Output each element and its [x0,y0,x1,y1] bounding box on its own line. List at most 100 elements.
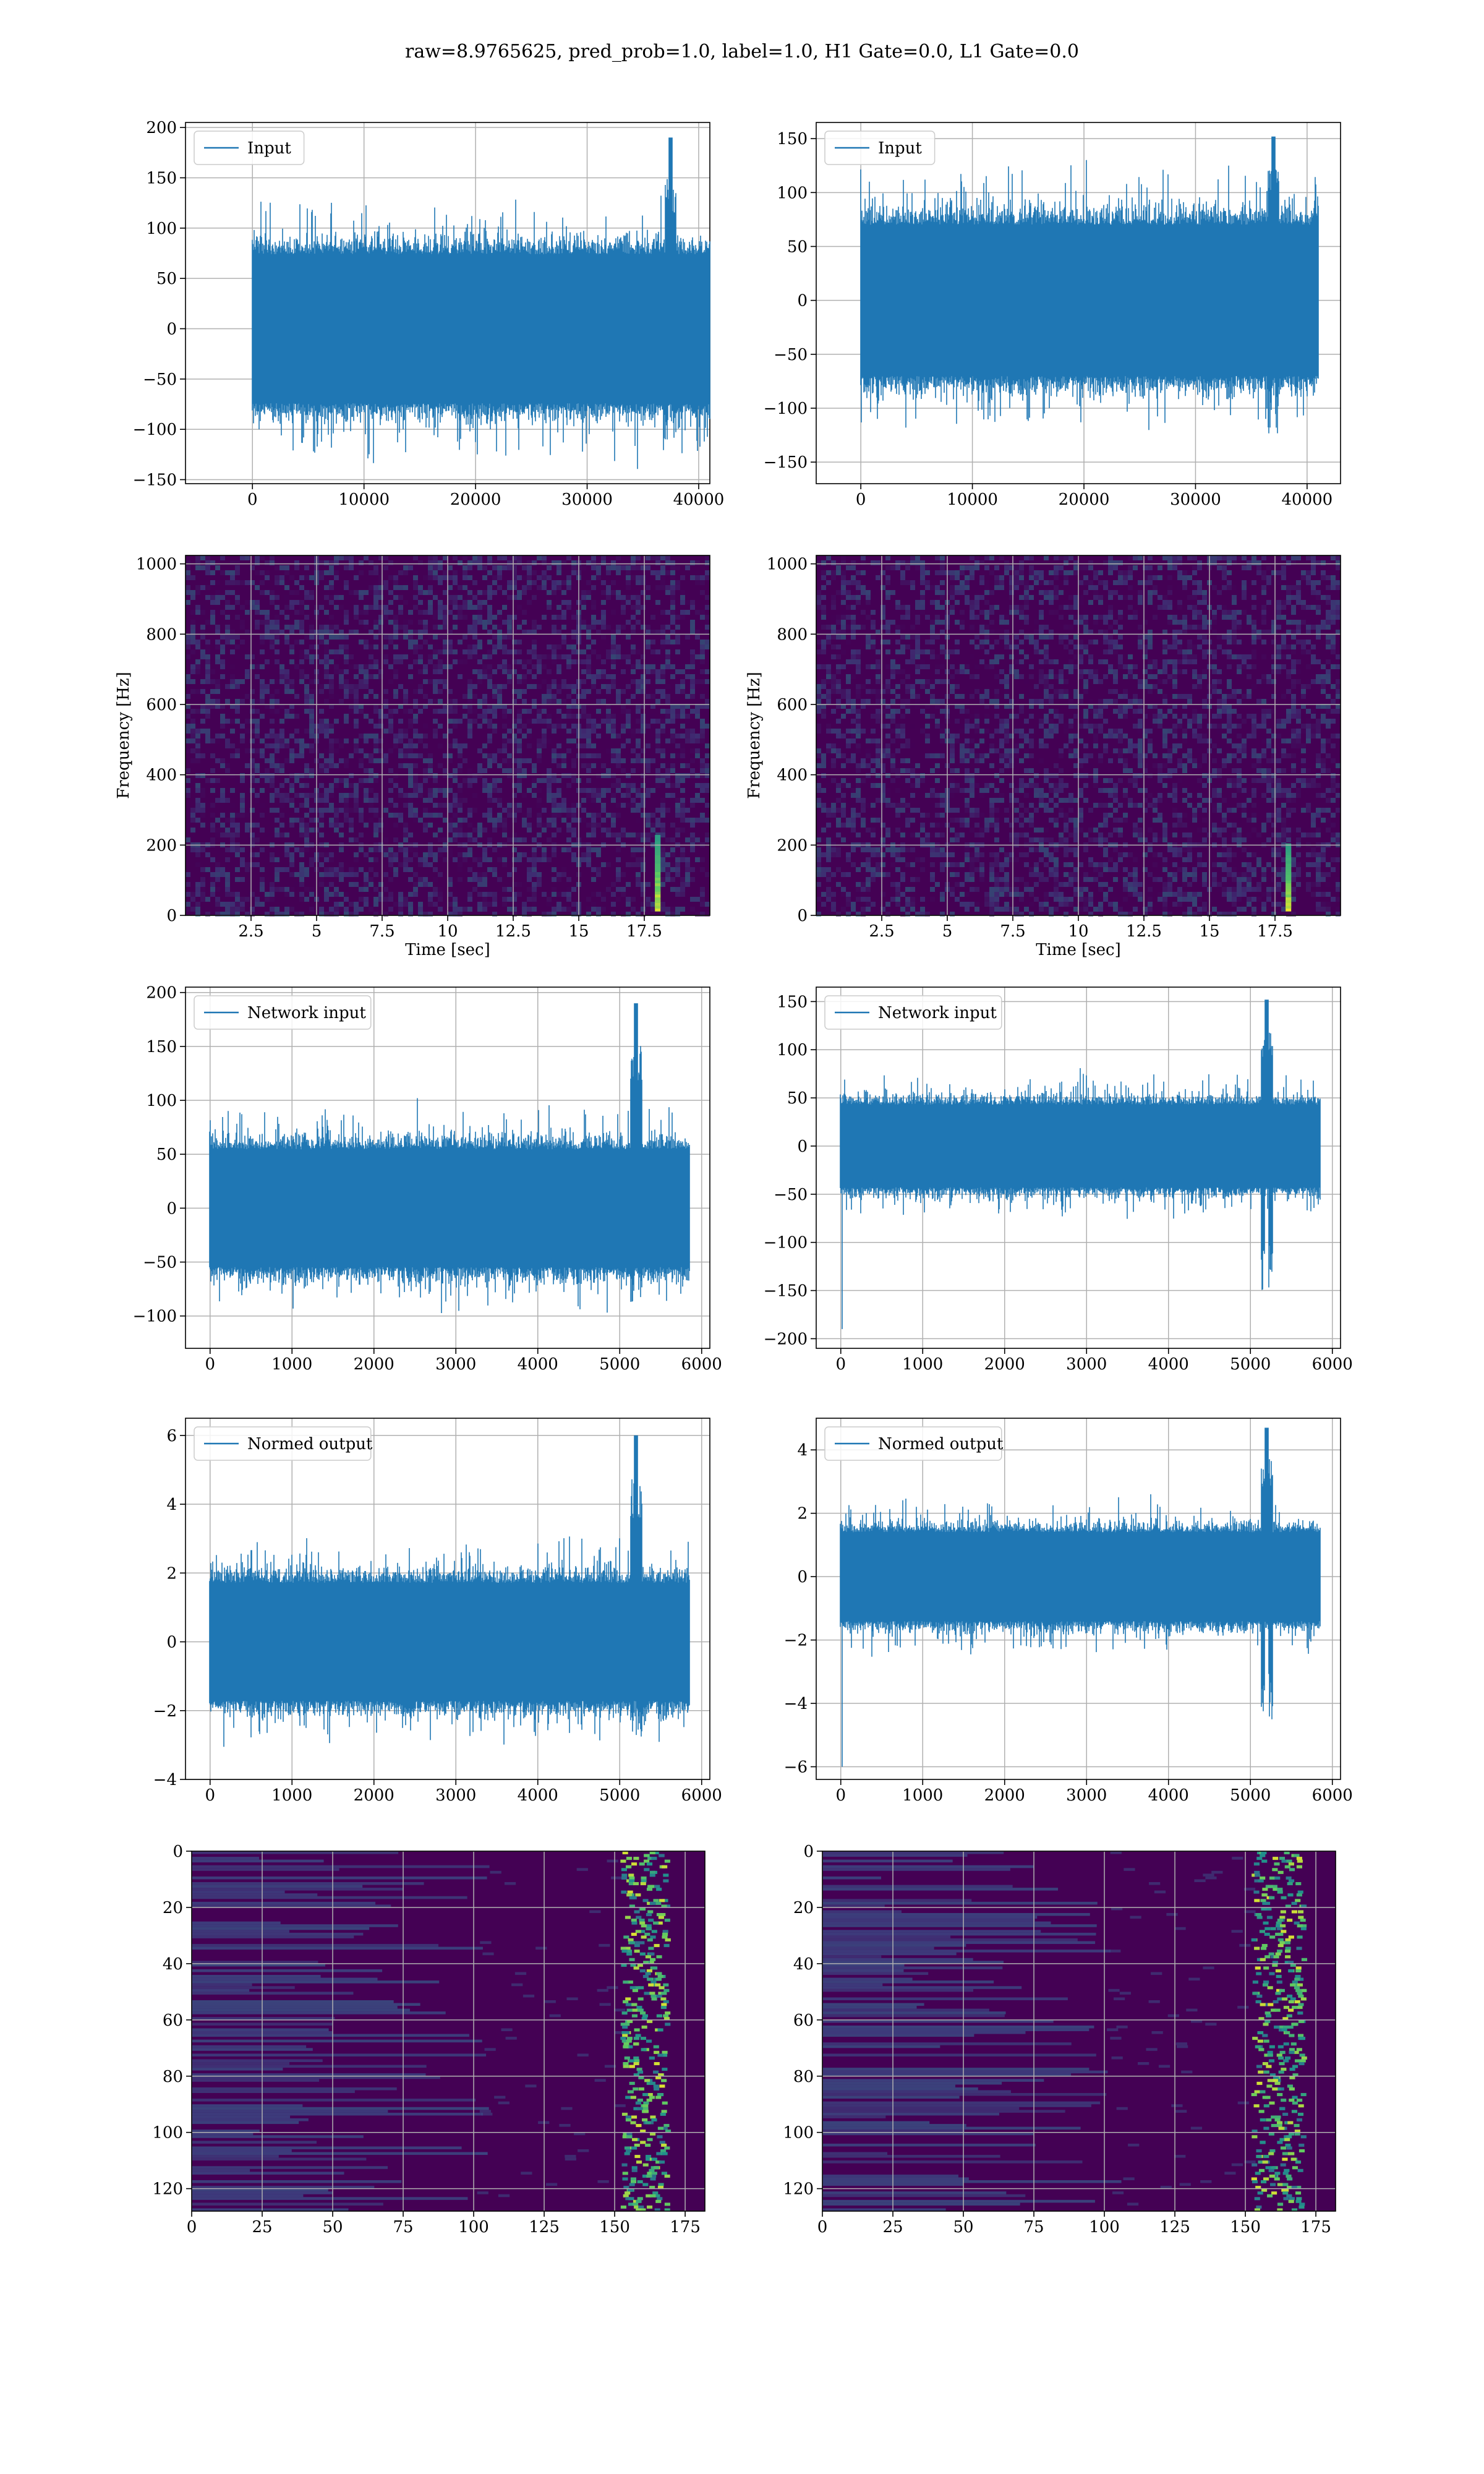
heatmap-cell [190,595,195,600]
heatmap-cell [571,689,576,694]
heatmap-cell [448,852,453,857]
heatmap-cell [235,833,240,837]
heatmap-cell [626,585,631,590]
heatmap-cell [1024,620,1029,625]
heatmap-cell [472,887,477,892]
heatmap-cell [1301,644,1306,649]
heatmap-cell [1143,649,1148,654]
heatmap-cell [512,902,517,907]
heatmap-cell [1261,605,1266,610]
heatmap-cell [685,610,690,615]
heatmap-cell [626,709,631,714]
heatmap-cell [299,654,304,659]
heatmap-cell [566,748,571,753]
heatmap-cell [210,620,215,625]
heatmap-cell [275,907,279,912]
heatmap-cell [984,664,989,669]
heatmap-cell [561,590,566,595]
heatmap-cell [700,867,705,872]
heatmap-cell [705,595,710,600]
heatmap-cell [586,753,591,758]
heatmap-cell [433,902,438,907]
heatmap-cell [354,738,359,743]
heatmap-cell [606,729,611,734]
heatmap-cell [1281,640,1286,644]
heatmap-cell [220,758,225,763]
heatmap-cell [458,659,463,664]
heatmap-cell [393,857,398,862]
heatmap-cell [816,640,821,644]
heatmap-cell [205,659,210,664]
heatmap-cell [571,729,576,734]
heatmap-cell [517,783,522,788]
heatmap-cell [260,748,265,753]
heatmap-cell [289,630,294,635]
heatmap-cell [186,729,190,734]
heatmap-cell [477,763,482,768]
heatmap-cell [581,694,586,699]
heatmap-cell [210,595,215,600]
heatmap-cell [364,674,369,679]
heatmap-cell [1014,644,1019,649]
heatmap-cell [532,719,537,724]
heatmap-cell [1331,684,1336,689]
heatmap-cell [596,753,601,758]
heatmap-cell [680,763,685,768]
heatmap-cell [616,887,621,892]
heatmap-cell [359,758,364,763]
heatmap-cell [1148,570,1153,575]
heatmap-cell [423,808,428,813]
heatmap-cell [319,768,324,773]
heatmap-cell [586,669,591,674]
heatmap-cell [398,704,403,709]
heatmap-cell [621,833,626,837]
heatmap-cell [388,560,393,565]
heatmap-cell [438,709,443,714]
heatmap-cell [955,640,960,644]
heatmap-cell [240,862,245,867]
heatmap-cell [299,803,304,808]
heatmap-cell [871,620,876,625]
heatmap-cell [230,649,235,654]
heatmap-cell [418,793,423,798]
heatmap-cell [552,778,556,783]
heatmap-cell [289,625,294,630]
heatmap-cell [378,674,383,679]
heatmap-cell [309,828,314,833]
heatmap-cell [200,847,205,852]
heatmap-cell [660,664,665,669]
heatmap-cell [571,852,576,857]
heatmap-cell [606,828,611,833]
heatmap-cell [260,773,265,778]
heatmap-cells [816,555,1341,917]
heatmap-cell [900,649,905,654]
heatmap-cell [354,788,359,793]
heatmap-cell [487,684,492,689]
heatmap-cell [502,862,507,867]
heatmap-cell [255,570,260,575]
heatmap-cell [482,674,487,679]
heatmap-cell [378,679,383,684]
heatmap-cell [910,684,915,689]
heatmap-cell [1227,630,1232,635]
y-tick-label: 100 [777,184,808,202]
heatmap-cell [349,630,354,635]
heatmap-cell [665,610,670,615]
x-tick-label: 30000 [561,490,613,509]
heatmap-cell [497,610,502,615]
heatmap-cell [423,625,428,630]
heatmap-cell [512,738,517,743]
heatmap-cell [1276,615,1281,620]
heatmap-cell [388,897,393,902]
heatmap-cell [369,753,373,758]
heatmap-cell [487,788,492,793]
y-tick-label: 0 [166,907,177,925]
heatmap-cell [1039,635,1044,640]
heatmap-cell [994,630,999,635]
heatmap-cell [881,684,885,689]
heatmap-cell [1083,590,1088,595]
heatmap-cell [522,575,527,580]
heatmap-cell [1143,575,1148,580]
heatmap-cell [1044,635,1049,640]
heatmap-cell [260,664,265,669]
